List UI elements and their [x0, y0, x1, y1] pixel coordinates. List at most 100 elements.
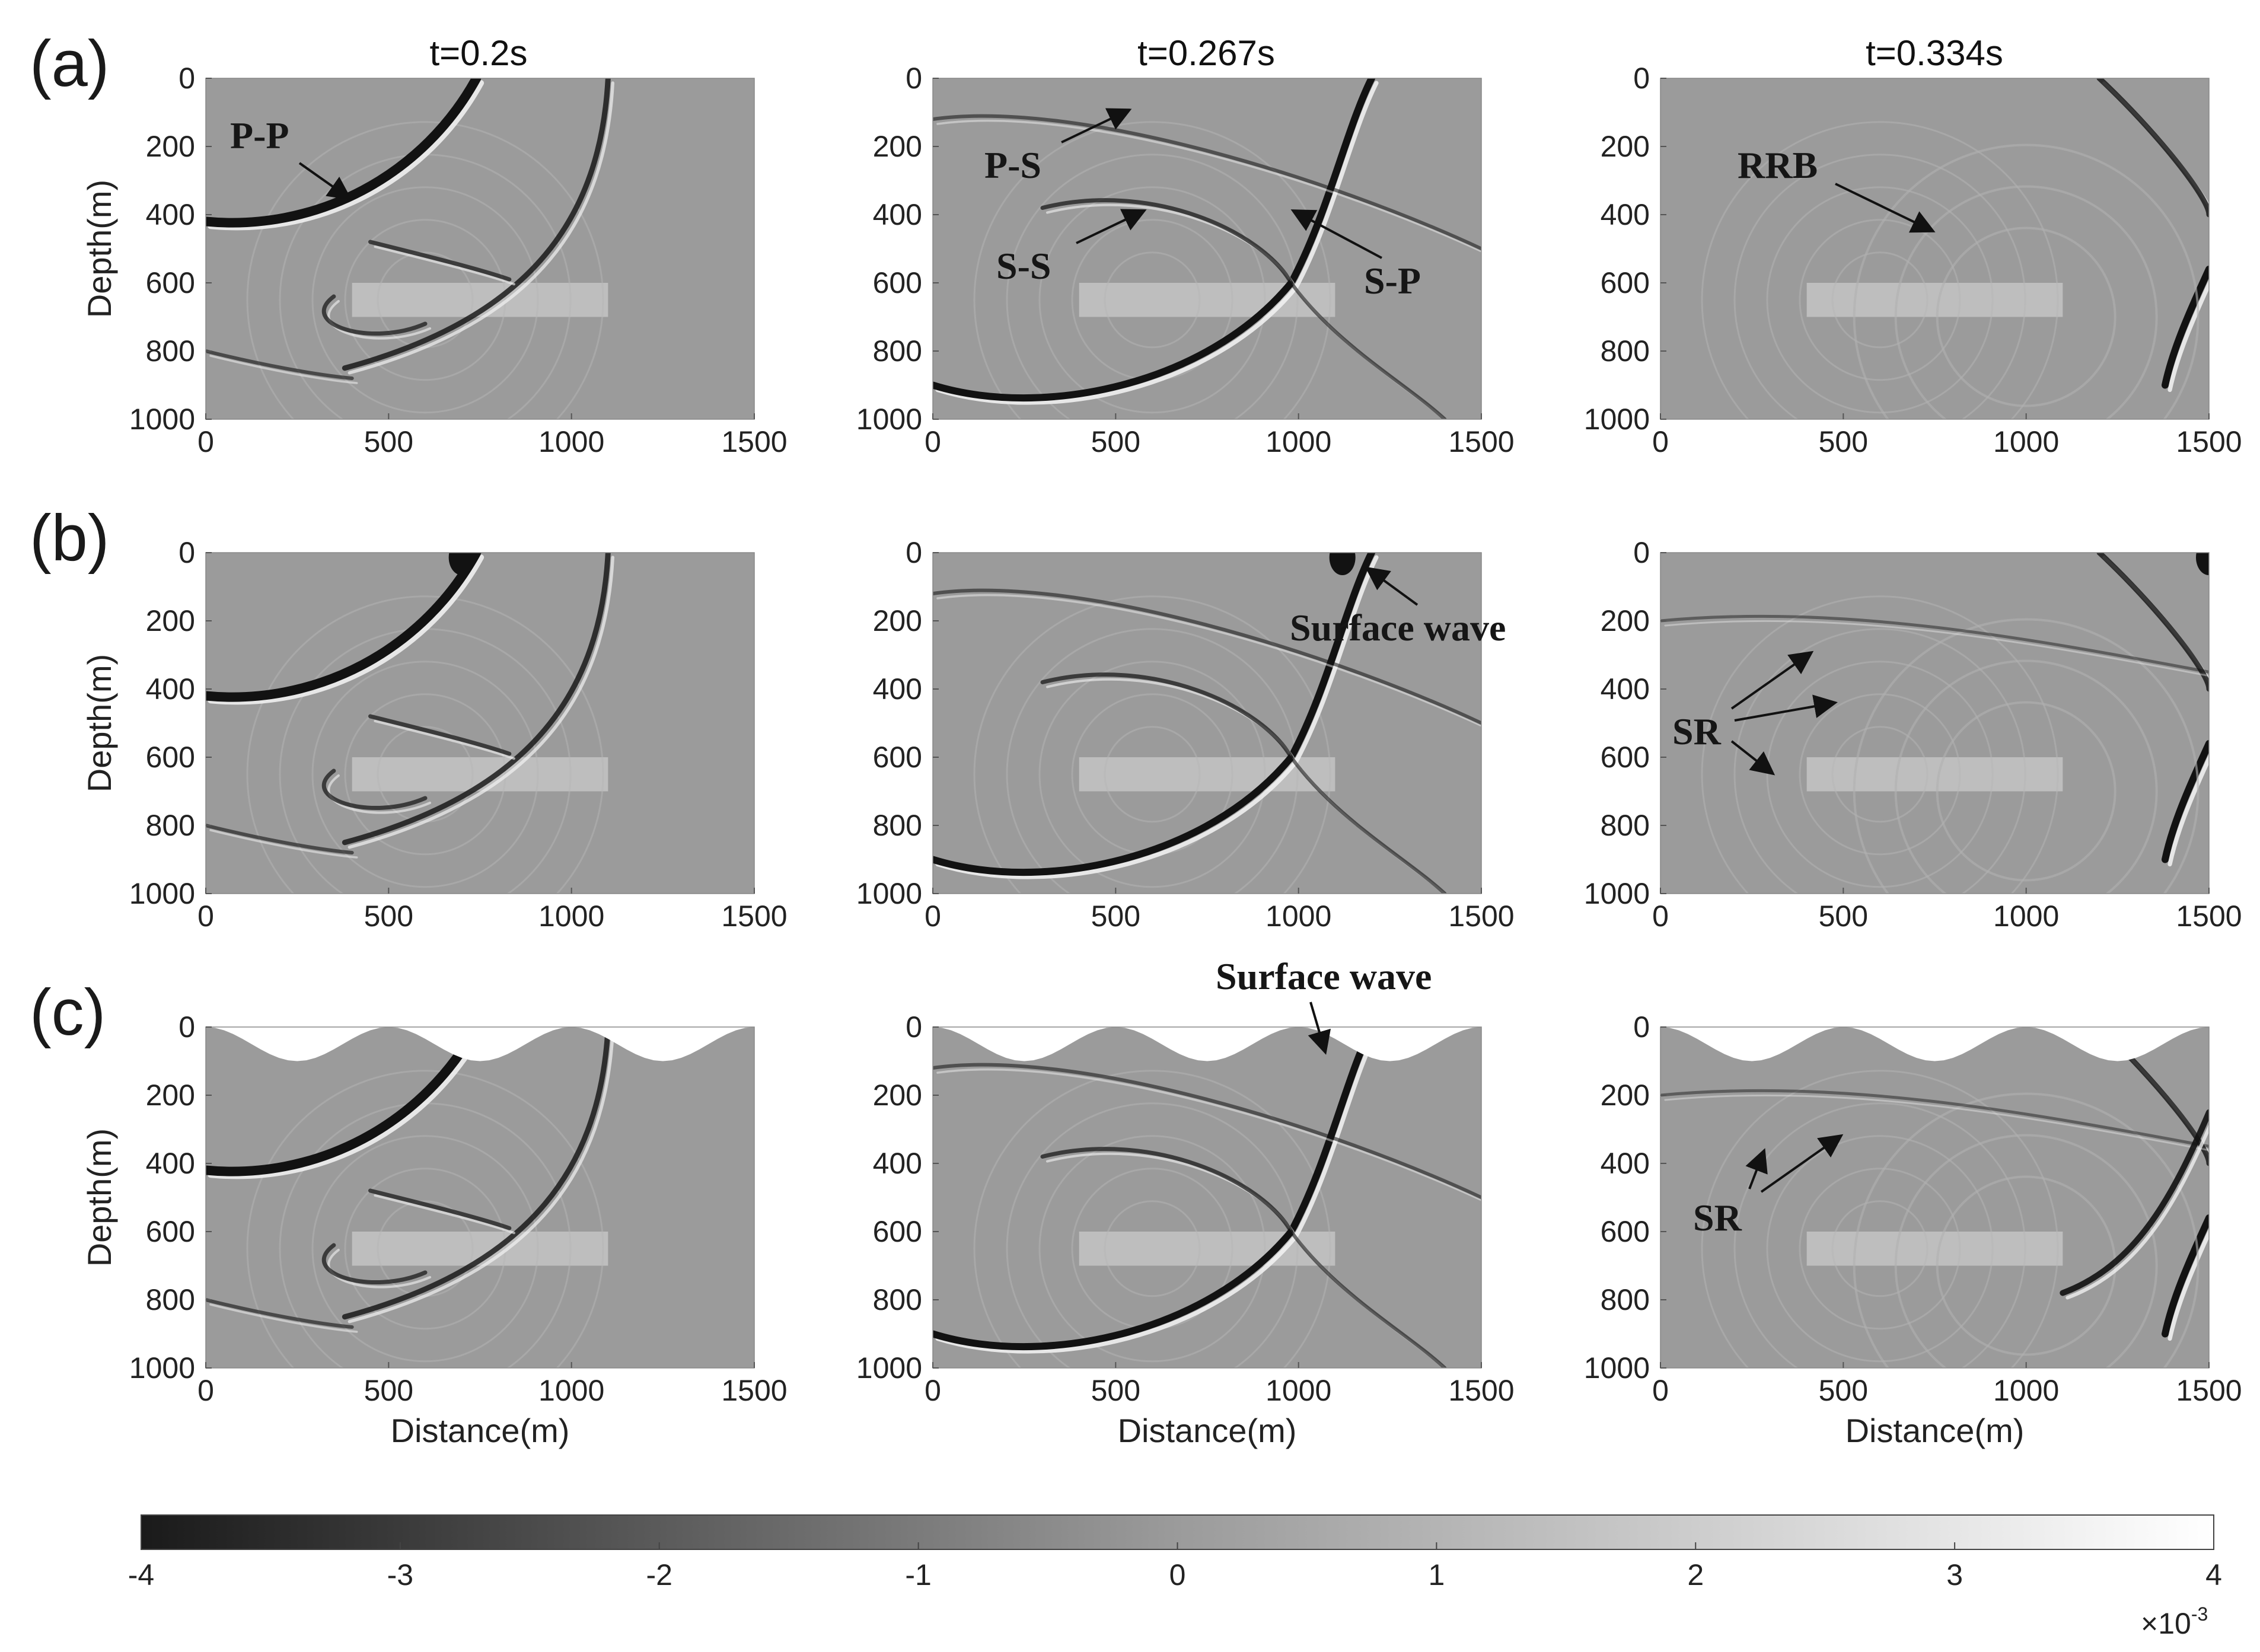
- x-tick-label: 1500: [1448, 900, 1514, 933]
- rrb-ring: [1853, 143, 2200, 419]
- faint-ring: [1104, 1200, 1201, 1297]
- lower-wavefront: [206, 824, 354, 854]
- faint-ring: [311, 186, 539, 414]
- main-wavefront-halo: [935, 555, 1379, 879]
- panel-2-1: 0 500 1000 1500 0 200 400 600 800 1000 Depth(m): [81, 536, 788, 933]
- faint-ring: [1701, 595, 2059, 894]
- panel-border: [205, 552, 755, 894]
- x-axis-label: Distance(m): [391, 1412, 570, 1449]
- y-tick-label: 800: [1601, 809, 1650, 842]
- refl-wavefront: [368, 240, 512, 282]
- lower-wavefront-halo: [209, 355, 358, 384]
- y-tick-label: 600: [146, 741, 195, 774]
- wavefield: [206, 1027, 754, 1368]
- label-sr-c: SR: [1693, 1197, 1742, 1239]
- y-tick-label: 400: [1601, 672, 1650, 706]
- x-tick-label: 500: [1819, 425, 1868, 458]
- main-wavefront: [933, 1027, 1375, 1351]
- diffracted-wavefront: [321, 294, 428, 336]
- arrow-sr-b-2: [1734, 694, 1838, 722]
- pp-wavefront-halo: [208, 80, 484, 231]
- label-sp: S-P: [1364, 260, 1421, 302]
- refl-wavefront: [368, 714, 512, 756]
- x-tick-label: 1500: [721, 1374, 787, 1407]
- y-tick-label: 0: [178, 62, 195, 95]
- y-axis-label: Depth(m): [81, 180, 118, 318]
- arrow-sr-c-2: [1760, 1134, 1844, 1193]
- faint-ring: [246, 595, 604, 894]
- label-ss: S-S: [996, 245, 1051, 287]
- panel-background: [933, 78, 1481, 419]
- sp-wavefront: [1289, 281, 1447, 419]
- x-tick-label: 0: [925, 900, 941, 933]
- panel-2-3: 0 500 1000 1500 0 200 400 600 800 1000: [1584, 536, 2242, 933]
- x-tick-label: 1000: [1266, 1374, 1331, 1407]
- y-tick-label: 1000: [1584, 403, 1650, 436]
- y-tick-label: 0: [1633, 62, 1650, 95]
- faint-ring: [1701, 1070, 2059, 1368]
- faint-ring: [973, 1070, 1331, 1368]
- row-label-b: (b): [30, 502, 109, 575]
- colorbar-tick-label: -1: [905, 1558, 931, 1592]
- panel-1-3: 0 500 1000 1500 0 200 400 600 800 1000: [1584, 62, 2242, 458]
- y-tick-label: 800: [873, 334, 922, 368]
- x-tick-label: 1000: [538, 1374, 604, 1407]
- x-tick-label: 1000: [1266, 900, 1331, 933]
- column-title-1: t=0.2s: [429, 33, 527, 73]
- faint-ring: [1038, 661, 1266, 888]
- x-tick-label: 0: [197, 1374, 214, 1407]
- x-tick-label: 1000: [538, 900, 604, 933]
- panel-border: [205, 78, 755, 420]
- faint-ring: [1006, 628, 1299, 894]
- x-tick-label: 1500: [721, 900, 787, 933]
- faint-ring: [1038, 1135, 1266, 1363]
- faint-ring: [311, 1135, 539, 1363]
- sr-wavefront: [1660, 1089, 2209, 1148]
- x-tick-label: 0: [197, 900, 214, 933]
- y-tick-label: 200: [1601, 604, 1650, 637]
- y-tick-label: 1000: [129, 403, 195, 436]
- colorbar-tick-label: -2: [646, 1558, 672, 1592]
- diffracted-wavefront-halo: [327, 1248, 432, 1289]
- arrow-ss: [1076, 209, 1147, 244]
- faint-ring: [973, 121, 1331, 419]
- faint-ring: [1701, 121, 2059, 419]
- pp-wavefront: [206, 1027, 482, 1176]
- y-tick-label: 800: [146, 809, 195, 842]
- surface-wave-blob: [1329, 553, 1356, 575]
- y-tick-label: 800: [1601, 1283, 1650, 1316]
- panel-border: [1660, 552, 2210, 894]
- panel-background: [933, 553, 1481, 894]
- x-tick-label: 1000: [1266, 425, 1331, 458]
- upper-right-wavefront: [2096, 78, 2209, 218]
- x-tick-label: 1500: [2176, 425, 2242, 458]
- faint-ring: [1799, 219, 1961, 381]
- x-tick-label: 0: [197, 425, 214, 458]
- sr-wavefront: [1660, 614, 2209, 674]
- surface-wave-blob: [2196, 553, 2209, 575]
- main-wavefront-halo: [935, 81, 1379, 405]
- diffracted-wavefront: [321, 768, 428, 811]
- low-wavefront: [2060, 1109, 2209, 1296]
- y-tick-label: 0: [906, 536, 922, 569]
- arrow-surface-wave-c: [1308, 1002, 1331, 1055]
- y-tick-label: 600: [873, 741, 922, 774]
- row-label-c: (c): [30, 976, 106, 1049]
- x-tick-label: 1500: [721, 425, 787, 458]
- faint-ring: [1733, 154, 2026, 419]
- wavefield: [1660, 1027, 2209, 1368]
- y-tick-label: 1000: [1584, 877, 1650, 910]
- diffracted-wavefront: [321, 1243, 428, 1285]
- x-tick-label: 1000: [1993, 900, 2059, 933]
- x-tick-label: 1500: [2176, 900, 2242, 933]
- x-tick-label: 1000: [1993, 425, 2059, 458]
- outer-wavefront: [342, 78, 611, 371]
- x-axis-label: Distance(m): [1118, 1412, 1297, 1449]
- faint-ring: [1038, 186, 1266, 414]
- row-label-a: (a): [30, 27, 109, 100]
- y-tick-label: 600: [1601, 266, 1650, 299]
- pp-wavefront-halo: [208, 1029, 484, 1179]
- panel-1-2: 0 500 1000 1500 0 200 400 600 800 1000: [856, 62, 1515, 458]
- faint-ring: [1766, 186, 1994, 414]
